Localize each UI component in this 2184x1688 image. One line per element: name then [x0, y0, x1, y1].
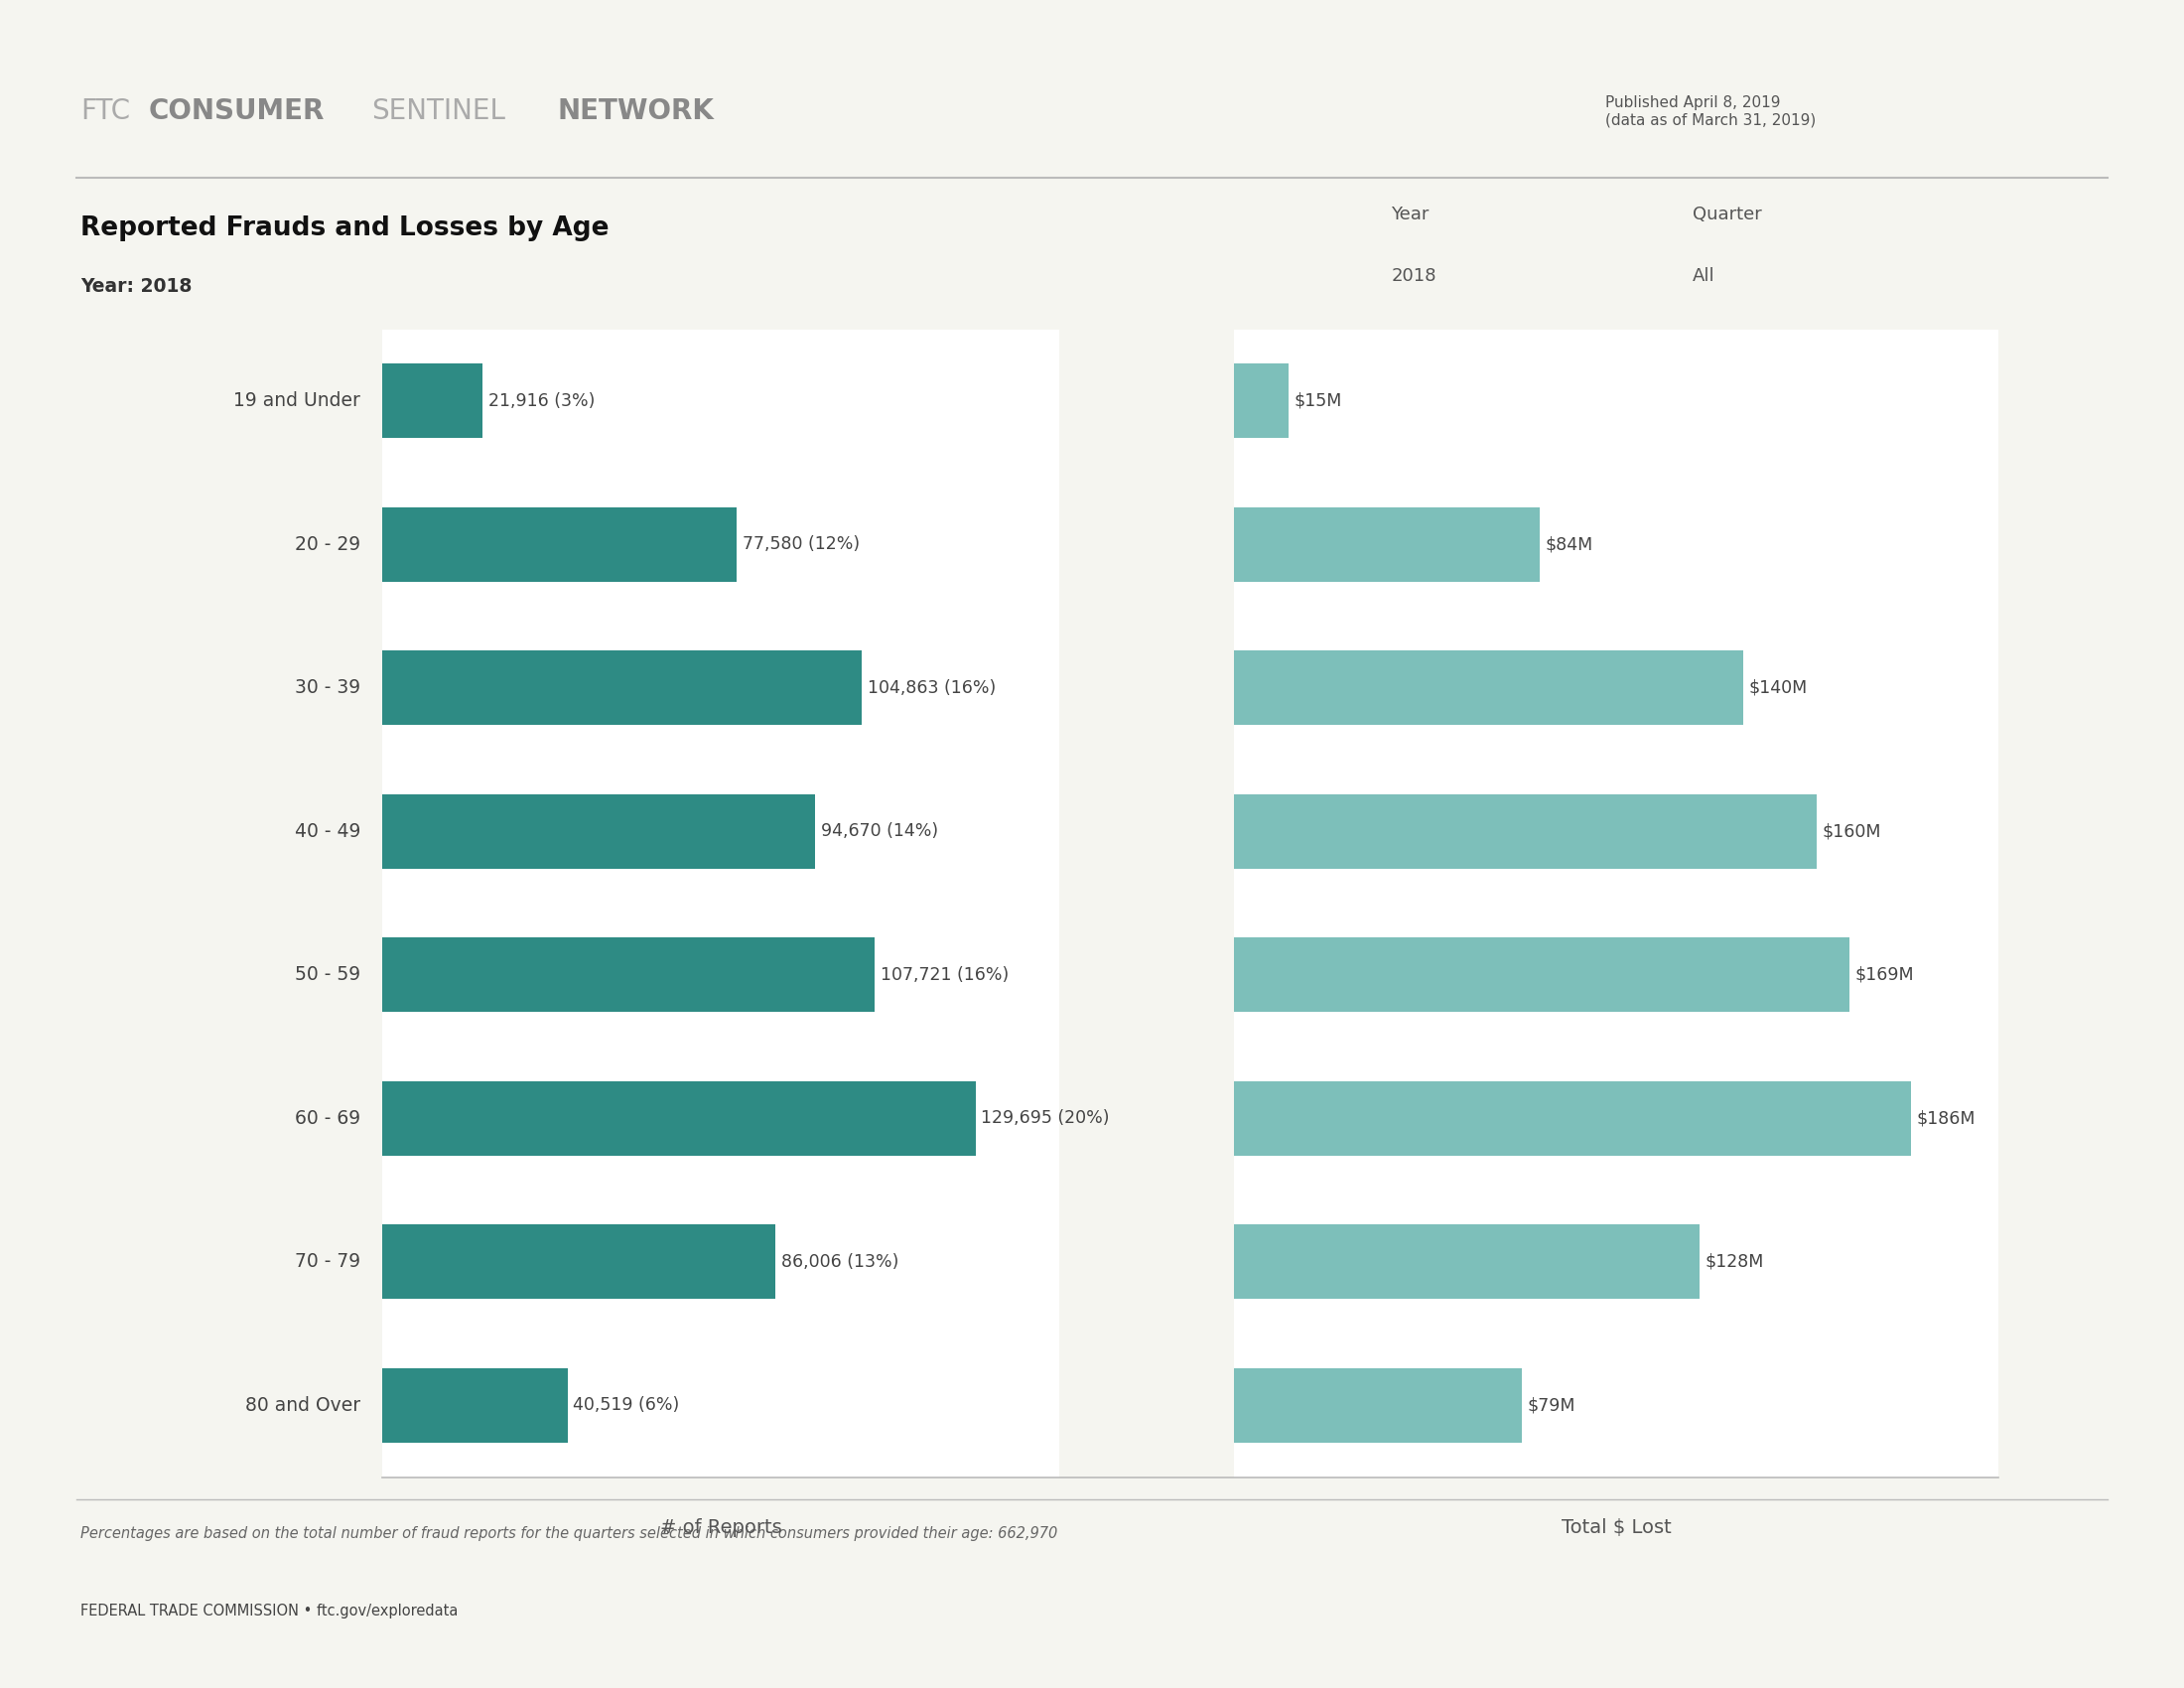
Bar	[1234, 650, 1743, 726]
Text: $79M: $79M	[1527, 1396, 1575, 1415]
Text: Year: 2018: Year: 2018	[81, 277, 192, 295]
Text: 21,916 (3%): 21,916 (3%)	[487, 392, 594, 410]
Bar	[1234, 1224, 1699, 1300]
Text: $169M: $169M	[1854, 966, 1913, 984]
Text: All: All	[1693, 267, 1714, 285]
Text: 2018: 2018	[1391, 267, 1437, 285]
Text: 60 - 69: 60 - 69	[295, 1109, 360, 1128]
Text: Quarter: Quarter	[1693, 206, 1762, 225]
Text: 19 and Under: 19 and Under	[234, 392, 360, 410]
Text: 40,519 (6%): 40,519 (6%)	[572, 1396, 679, 1415]
Text: 50 - 59: 50 - 59	[295, 966, 360, 984]
Text: NETWORK: NETWORK	[557, 98, 714, 125]
Bar	[1234, 1080, 1911, 1156]
Text: FEDERAL TRADE COMMISSION • ftc.gov/exploredata: FEDERAL TRADE COMMISSION • ftc.gov/explo…	[81, 1604, 459, 1619]
Text: $84M: $84M	[1546, 535, 1592, 554]
Text: FTC: FTC	[81, 98, 131, 125]
Bar	[1234, 793, 1817, 869]
Text: 20 - 29: 20 - 29	[295, 535, 360, 554]
Text: 129,695 (20%): 129,695 (20%)	[981, 1109, 1109, 1128]
Text: SENTINEL: SENTINEL	[371, 98, 505, 125]
Text: Total $ Lost: Total $ Lost	[1562, 1518, 1671, 1538]
Bar	[1234, 1367, 1522, 1443]
Bar	[382, 1367, 568, 1443]
Text: $186M: $186M	[1918, 1109, 1977, 1128]
Text: 40 - 49: 40 - 49	[295, 822, 360, 841]
Text: 70 - 79: 70 - 79	[295, 1252, 360, 1271]
Text: Percentages are based on the total number of fraud reports for the quarters sele: Percentages are based on the total numbe…	[81, 1526, 1057, 1541]
Bar	[382, 1080, 976, 1156]
Text: Published April 8, 2019
(data as of March 31, 2019): Published April 8, 2019 (data as of Marc…	[1605, 95, 1815, 128]
Bar	[1234, 937, 1850, 1013]
Text: Reported Frauds and Losses by Age: Reported Frauds and Losses by Age	[81, 216, 609, 241]
Bar	[382, 650, 863, 726]
Text: 104,863 (16%): 104,863 (16%)	[867, 679, 996, 697]
Bar	[1234, 363, 1289, 439]
Text: $128M: $128M	[1706, 1252, 1765, 1271]
Text: Year: Year	[1391, 206, 1428, 225]
Text: # of Reports: # of Reports	[660, 1518, 782, 1538]
Text: 94,670 (14%): 94,670 (14%)	[821, 822, 939, 841]
Bar	[382, 793, 815, 869]
Text: $140M: $140M	[1749, 679, 1808, 697]
Bar	[382, 1224, 775, 1300]
Bar	[382, 937, 876, 1013]
Bar	[382, 363, 483, 439]
Text: 30 - 39: 30 - 39	[295, 679, 360, 697]
Text: $160M: $160M	[1821, 822, 1880, 841]
Bar	[382, 506, 736, 582]
Text: 80 and Over: 80 and Over	[245, 1396, 360, 1415]
Text: CONSUMER: CONSUMER	[149, 98, 325, 125]
Text: 77,580 (12%): 77,580 (12%)	[743, 535, 860, 554]
Bar	[1234, 506, 1540, 582]
Text: 107,721 (16%): 107,721 (16%)	[880, 966, 1009, 984]
Text: $15M: $15M	[1293, 392, 1341, 410]
Text: 86,006 (13%): 86,006 (13%)	[782, 1252, 898, 1271]
